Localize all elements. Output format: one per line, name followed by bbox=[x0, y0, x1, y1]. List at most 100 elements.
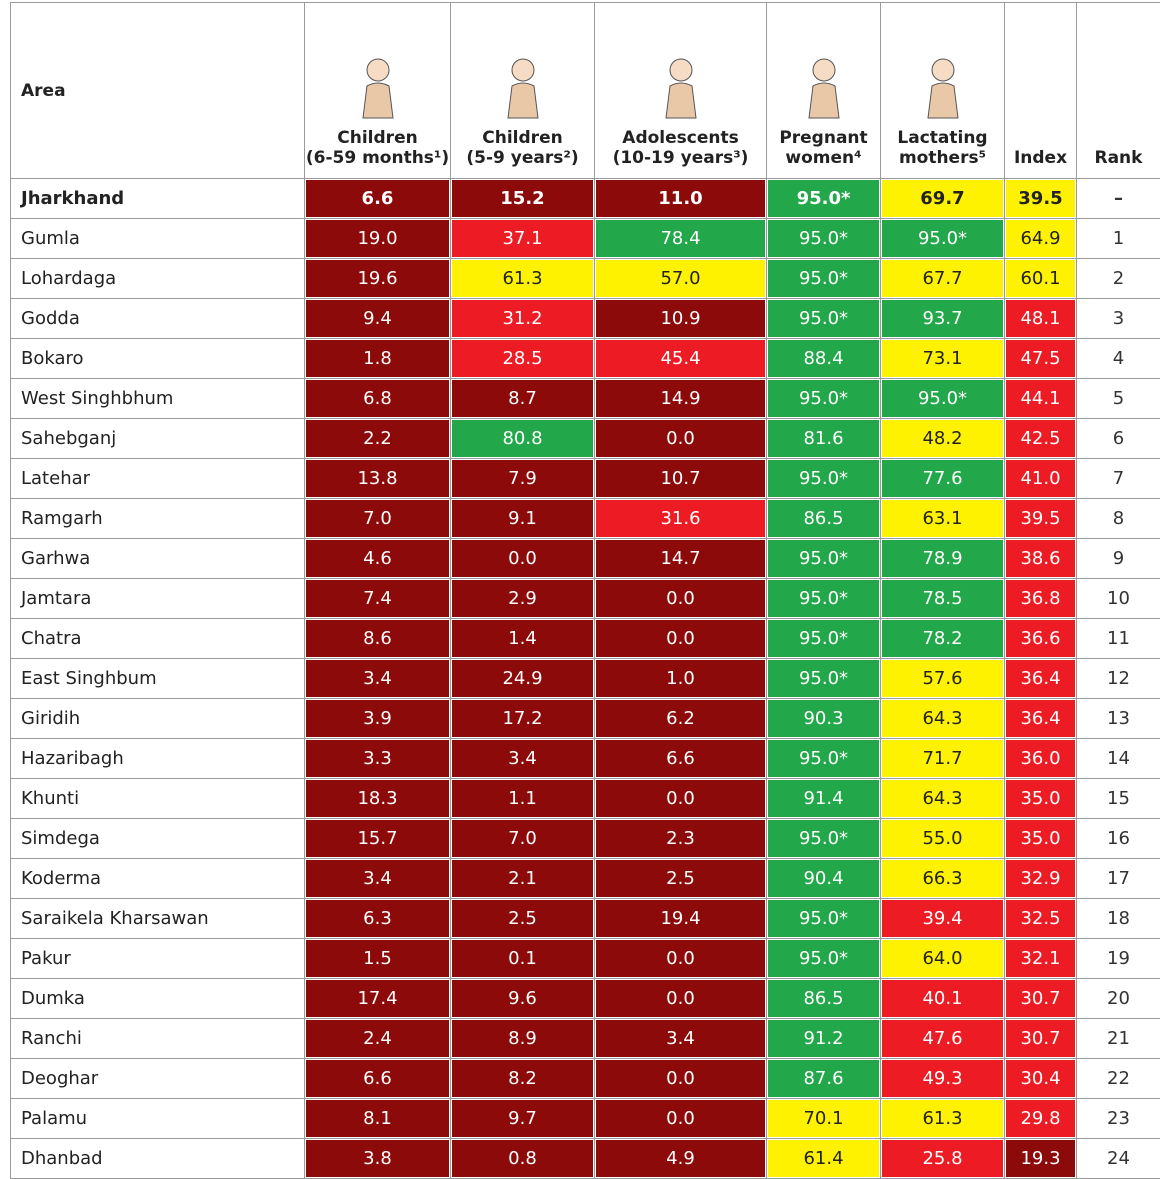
value-cell: 36.4 bbox=[1005, 659, 1077, 699]
value-cell: 35.0 bbox=[1005, 779, 1077, 819]
value-cell: 45.4 bbox=[595, 339, 767, 379]
value-cell: 3.8 bbox=[305, 1139, 451, 1179]
value-cell: 14.9 bbox=[595, 379, 767, 419]
value-cell: 15.7 bbox=[305, 819, 451, 859]
area-cell: Deoghar bbox=[11, 1059, 305, 1099]
value-cell: 14.7 bbox=[595, 539, 767, 579]
value-cell: 19.0 bbox=[305, 219, 451, 259]
value-cell: 61.3 bbox=[451, 259, 595, 299]
value-cell: 19.4 bbox=[595, 899, 767, 939]
value-cell: 95.0* bbox=[767, 819, 881, 859]
icon bbox=[789, 52, 859, 122]
value-cell: 9.7 bbox=[451, 1099, 595, 1139]
value-cell: 0.0 bbox=[595, 619, 767, 659]
header-line: mothers⁵ bbox=[881, 148, 1004, 168]
rank-cell: 10 bbox=[1077, 579, 1160, 619]
value-cell: 86.5 bbox=[767, 979, 881, 1019]
value-cell: 1.0 bbox=[595, 659, 767, 699]
header-line: Lactating bbox=[881, 128, 1004, 148]
value-cell: 31.6 bbox=[595, 499, 767, 539]
value-cell: 35.0 bbox=[1005, 819, 1077, 859]
value-cell: 95.0* bbox=[767, 179, 881, 219]
value-cell: 95.0* bbox=[767, 539, 881, 579]
column-header: Adolescents(10-19 years³) bbox=[595, 3, 767, 179]
rank-cell: 16 bbox=[1077, 819, 1160, 859]
rank-cell: 9 bbox=[1077, 539, 1160, 579]
rank-cell: 14 bbox=[1077, 739, 1160, 779]
value-cell: 2.2 bbox=[305, 419, 451, 459]
value-cell: 39.5 bbox=[1005, 179, 1077, 219]
value-cell: 95.0* bbox=[767, 659, 881, 699]
value-cell: 8.2 bbox=[451, 1059, 595, 1099]
value-cell: 90.3 bbox=[767, 699, 881, 739]
value-cell: 40.1 bbox=[881, 979, 1005, 1019]
value-cell: 80.8 bbox=[451, 419, 595, 459]
header-line: (10-19 years³) bbox=[595, 148, 766, 168]
area-cell: Palamu bbox=[11, 1099, 305, 1139]
value-cell: 8.6 bbox=[305, 619, 451, 659]
value-cell: 95.0* bbox=[767, 259, 881, 299]
header-line: Children bbox=[305, 128, 450, 148]
area-cell: Jharkhand bbox=[11, 179, 305, 219]
area-cell: Godda bbox=[11, 299, 305, 339]
value-cell: 18.3 bbox=[305, 779, 451, 819]
rank-cell: 12 bbox=[1077, 659, 1160, 699]
value-cell: 8.7 bbox=[451, 379, 595, 419]
rank-cell: 5 bbox=[1077, 379, 1160, 419]
value-cell: 95.0* bbox=[881, 219, 1005, 259]
value-cell: 6.2 bbox=[595, 699, 767, 739]
header-line: Children bbox=[451, 128, 594, 148]
rank-cell: 15 bbox=[1077, 779, 1160, 819]
value-cell: 0.0 bbox=[595, 1059, 767, 1099]
area-cell: Ramgarh bbox=[11, 499, 305, 539]
area-cell: Ranchi bbox=[11, 1019, 305, 1059]
value-cell: 6.6 bbox=[595, 739, 767, 779]
header-line: Adolescents bbox=[595, 128, 766, 148]
page: AreaChildren(6-59 months¹)Children(5-9 y… bbox=[0, 0, 1160, 1168]
header-line: (6-59 months¹) bbox=[305, 148, 450, 168]
value-cell: 48.2 bbox=[881, 419, 1005, 459]
rank-cell: – bbox=[1077, 179, 1160, 219]
value-cell: 30.7 bbox=[1005, 979, 1077, 1019]
value-cell: 38.6 bbox=[1005, 539, 1077, 579]
value-cell: 37.1 bbox=[451, 219, 595, 259]
value-cell: 17.4 bbox=[305, 979, 451, 1019]
value-cell: 64.0 bbox=[881, 939, 1005, 979]
value-cell: 2.3 bbox=[595, 819, 767, 859]
value-cell: 29.8 bbox=[1005, 1099, 1077, 1139]
value-cell: 71.7 bbox=[881, 739, 1005, 779]
value-cell: 19.6 bbox=[305, 259, 451, 299]
value-cell: 42.5 bbox=[1005, 419, 1077, 459]
value-cell: 91.4 bbox=[767, 779, 881, 819]
value-cell: 3.4 bbox=[305, 659, 451, 699]
area-cell: Pakur bbox=[11, 939, 305, 979]
icon bbox=[488, 52, 558, 122]
value-cell: 28.5 bbox=[451, 339, 595, 379]
value-cell: 95.0* bbox=[767, 459, 881, 499]
value-cell: 6.8 bbox=[305, 379, 451, 419]
value-cell: 6.3 bbox=[305, 899, 451, 939]
value-cell: 78.5 bbox=[881, 579, 1005, 619]
value-cell: 19.3 bbox=[1005, 1139, 1077, 1179]
rank-cell: 17 bbox=[1077, 859, 1160, 899]
header-line: Index bbox=[1005, 148, 1076, 168]
rank-cell: 7 bbox=[1077, 459, 1160, 499]
header-line: Area bbox=[21, 81, 304, 101]
header-line: women⁴ bbox=[767, 148, 880, 168]
value-cell: 7.9 bbox=[451, 459, 595, 499]
value-cell: 36.4 bbox=[1005, 699, 1077, 739]
